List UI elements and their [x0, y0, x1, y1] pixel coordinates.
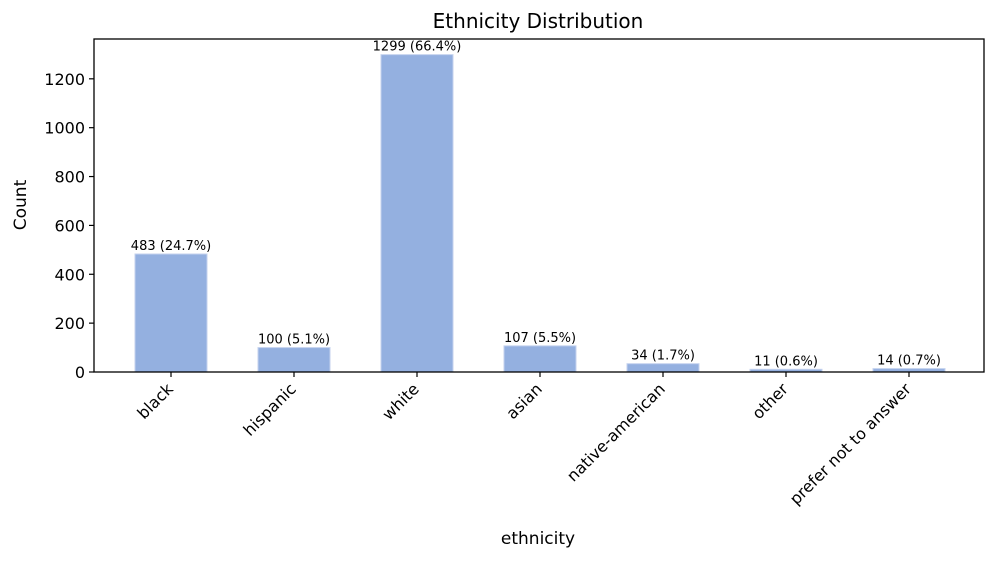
x-tick-label: native-american — [563, 379, 669, 485]
bar-label-asian: 107 (5.5%) — [504, 331, 576, 346]
y-tick-label: 600 — [54, 216, 85, 235]
y-axis: 0 200 400 600 800 1000 1200 — [44, 70, 94, 382]
x-tick-label: white — [378, 379, 422, 423]
x-axis: black hispanic white asian native-american ot… — [133, 372, 915, 509]
bar-asian — [503, 345, 577, 373]
bar-label-native-american: 34 (1.7%) — [631, 349, 695, 364]
y-tick-label: 1200 — [44, 70, 85, 89]
y-tick-label: 0 — [75, 363, 85, 382]
bar-label-white: 1299 (66.4%) — [373, 40, 462, 55]
bar-labels-layer: 483 (24.7%) 100 (5.1%) 1299 (66.4%) 107 (5.… — [131, 40, 941, 370]
bar-black — [134, 253, 208, 373]
bar-hispanic — [257, 347, 331, 373]
x-tick-label: other — [748, 379, 792, 423]
x-tick-label: black — [133, 379, 177, 423]
bar-label-prefer-not-to-answer: 14 (0.7%) — [877, 354, 941, 369]
y-tick-label: 1000 — [44, 119, 85, 138]
y-tick-label: 200 — [54, 314, 85, 333]
x-tick-label: asian — [502, 379, 546, 423]
bars-layer — [134, 54, 946, 373]
bar-label-hispanic: 100 (5.1%) — [258, 333, 330, 348]
bar-label-other: 11 (0.6%) — [754, 354, 818, 369]
bar-white — [380, 54, 454, 373]
bar-label-black: 483 (24.7%) — [131, 239, 211, 254]
x-tick-label: hispanic — [240, 379, 300, 439]
y-tick-label: 800 — [54, 168, 85, 187]
bar-native-american — [626, 363, 700, 373]
y-axis-title: Count — [11, 179, 31, 230]
y-tick-label: 400 — [54, 265, 85, 284]
chart-title: Ethnicity Distribution — [433, 9, 644, 33]
x-axis-title: ethnicity — [501, 529, 575, 549]
plot-frame — [93, 38, 985, 373]
x-tick-label: prefer not to answer — [786, 379, 915, 508]
